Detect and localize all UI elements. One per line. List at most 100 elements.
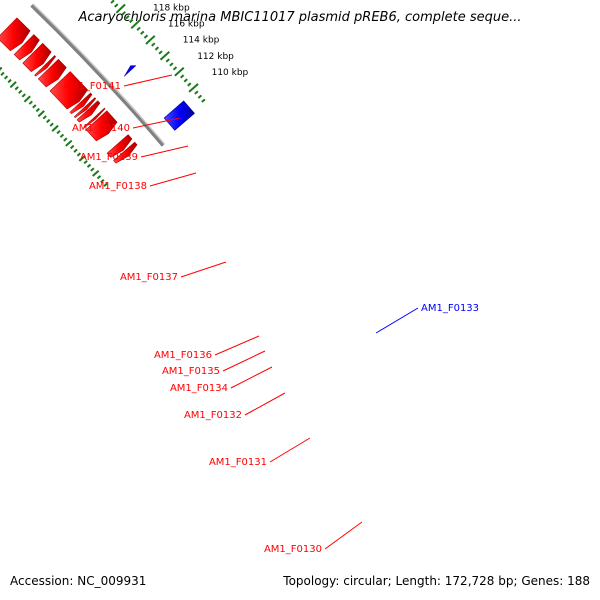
outer-ruler-dash [172, 66, 178, 71]
outer-ruler-dash [154, 46, 160, 51]
inner-ruler-dash [65, 139, 73, 147]
outer-ruler-dashes [110, 0, 206, 103]
inner-ruler-dash [56, 129, 61, 135]
gene-label[interactable]: AM1_F0133 [421, 303, 479, 314]
callout-line [324, 521, 363, 550]
inner-ruler-dash [70, 144, 75, 150]
gene-arrow-forward[interactable] [22, 42, 52, 72]
inner-ruler-dash [46, 118, 51, 124]
callout-line [123, 74, 173, 87]
gene-arrow-reverse[interactable] [163, 100, 195, 131]
inner-ruler-dash [100, 178, 105, 184]
inner-ruler-dash [91, 170, 100, 177]
gene-label[interactable]: AM1_F0130 [264, 544, 322, 555]
outer-ruler-dash [115, 3, 126, 14]
outer-ruler-dash [125, 15, 130, 20]
tick-label: 110 kbp [212, 68, 249, 78]
gene-arrow-forward[interactable] [85, 110, 118, 142]
gene-arrow-forward[interactable] [34, 55, 57, 77]
gene-label[interactable]: AM1_F0138 [89, 181, 147, 192]
gene-arrow-forward[interactable] [106, 134, 133, 158]
gene-arrow-forward[interactable] [49, 71, 88, 110]
gene-arrow-forward[interactable] [76, 100, 101, 123]
gene-label[interactable]: AM1_F0134 [170, 383, 228, 394]
gene-features [0, 17, 195, 164]
gene-arrow-forward[interactable] [0, 17, 31, 52]
outer-ruler-dash [151, 42, 156, 47]
inner-ruler-dash [21, 93, 26, 98]
callout-line [132, 117, 181, 129]
inner-ruler-dash [3, 75, 9, 80]
gene-arrow-forward[interactable] [113, 141, 138, 164]
outer-ruler-dash [169, 62, 174, 67]
outer-ruler-dash [188, 83, 199, 93]
callout-line [230, 366, 273, 389]
inner-ruler-dash [103, 182, 108, 187]
gene-label[interactable]: AM1_F0141 [63, 81, 121, 92]
inner-ruler-dashes [0, 66, 108, 187]
gene-label[interactable]: AM1_F0135 [162, 366, 220, 377]
inner-ruler-dash [73, 148, 78, 153]
tick-label: 112 kbp [197, 52, 234, 62]
inner-ruler-dash [32, 104, 37, 109]
callout-line [180, 261, 227, 278]
inner-ruler-dash [83, 159, 88, 165]
backbone-group [30, 3, 166, 147]
gene-label[interactable]: AM1_F0132 [184, 410, 242, 421]
callout-line [244, 392, 286, 416]
inner-ruler-dash [76, 152, 82, 157]
gene-callouts: AM1_F0141 AM1_F0140 AM1_F0139 AM1_F0138 AM1_… [63, 74, 479, 555]
inner-ruler-dash [18, 89, 23, 94]
inner-ruler-dash [86, 163, 92, 168]
outer-ruler-dash [130, 19, 141, 30]
callout-line [140, 145, 189, 158]
outer-ruler-dash [179, 74, 185, 79]
inner-ruler-dash [96, 175, 102, 180]
inner-ruler-dash [23, 95, 31, 103]
inner-ruler-dash [28, 100, 33, 105]
outer-ruler-dash [145, 35, 156, 45]
summary-text: Topology: circular; Length: 172,728 bp; … [283, 574, 590, 588]
accession-text: Accession: NC_009931 [10, 574, 147, 588]
outer-ruler-dash [194, 90, 199, 95]
inner-ruler-dash [0, 66, 3, 71]
gene-arrow-reverse[interactable] [123, 65, 137, 77]
outer-ruler-dash [140, 30, 145, 35]
callout-line [149, 172, 197, 187]
tick-label: 118 kbp [153, 4, 190, 14]
gene-label[interactable]: AM1_F0140 [72, 123, 130, 134]
inner-ruler-dash [35, 107, 40, 113]
outer-ruler-dash [159, 50, 171, 61]
tick-label: 114 kbp [183, 36, 220, 46]
gene-arrow-forward[interactable] [83, 107, 106, 129]
gene-arrow-forward[interactable] [13, 34, 40, 61]
inner-ruler-dash [63, 137, 68, 142]
inner-ruler-dash [59, 133, 65, 138]
outer-ruler-dash [121, 11, 126, 16]
gene-label[interactable]: AM1_F0131 [209, 457, 267, 468]
gene-label[interactable]: AM1_F0136 [154, 350, 212, 361]
gene-label[interactable]: AM1_F0137 [120, 272, 178, 283]
gene-arrow-forward[interactable] [37, 58, 67, 88]
inner-ruler-dash [7, 78, 12, 84]
gene-label[interactable]: AM1_F0139 [80, 152, 138, 163]
inner-ruler-dash [14, 86, 19, 91]
inner-ruler-dash [90, 167, 95, 172]
outer-ruler-dash [129, 18, 134, 24]
callout-line [375, 307, 419, 334]
gene-arrow-forward[interactable] [69, 92, 93, 115]
outer-ruler-dash [197, 94, 203, 99]
gene-arrow-forward[interactable] [73, 97, 97, 119]
outer-ruler-dash [110, 0, 115, 4]
inner-ruler-dash [37, 110, 45, 118]
outer-ruler-dash [174, 67, 185, 77]
outer-ruler-dash [183, 78, 188, 83]
outer-ruler-dash [136, 26, 141, 31]
inner-ruler-dash [42, 115, 47, 120]
backbone-circle [30, 4, 165, 147]
outer-ruler-dash [143, 34, 149, 39]
inner-ruler-dash [49, 122, 54, 127]
callout-line [214, 335, 260, 356]
